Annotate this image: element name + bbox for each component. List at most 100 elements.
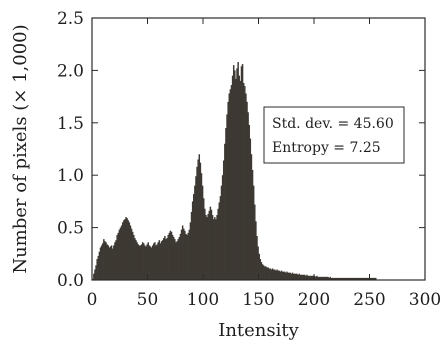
histogram-bar bbox=[127, 220, 129, 280]
histogram-bar bbox=[164, 235, 166, 280]
histogram-bar bbox=[168, 232, 171, 280]
histogram-bar bbox=[323, 276, 326, 280]
histogram-bar bbox=[163, 238, 165, 280]
histogram-bar bbox=[357, 277, 359, 280]
histogram-bar bbox=[121, 222, 124, 280]
y-tick-label: 1.0 bbox=[57, 166, 84, 186]
histogram-bar bbox=[176, 241, 178, 280]
histogram-bar bbox=[351, 277, 354, 280]
histogram-bar bbox=[248, 124, 250, 281]
histogram-bar bbox=[94, 269, 96, 280]
histogram-bar bbox=[134, 238, 136, 280]
histogram-bar bbox=[239, 80, 242, 280]
histogram-bar bbox=[230, 85, 233, 280]
histogram-bar bbox=[369, 277, 371, 280]
histogram-bar bbox=[110, 245, 113, 280]
histogram-bar bbox=[338, 277, 340, 280]
histogram-bar bbox=[154, 242, 156, 280]
histogram-bar bbox=[139, 245, 142, 280]
histogram-bar bbox=[264, 266, 266, 280]
histogram-bar bbox=[328, 277, 330, 280]
histogram-bar bbox=[297, 274, 299, 280]
histogram-bar bbox=[222, 160, 225, 280]
histogram-bar bbox=[372, 277, 375, 280]
entropy-annotation: Entropy = 7.25 bbox=[272, 140, 381, 156]
histogram-bar bbox=[304, 274, 306, 280]
histogram-bar bbox=[274, 269, 276, 280]
histogram-bar bbox=[240, 66, 243, 281]
x-tick-label: 0 bbox=[87, 290, 98, 310]
histogram-bar bbox=[167, 234, 169, 280]
histogram-bar bbox=[339, 277, 341, 280]
histogram-bar bbox=[141, 242, 144, 280]
histogram-bar bbox=[143, 243, 145, 280]
histogram-bar bbox=[195, 176, 197, 280]
histogram-bar bbox=[129, 225, 132, 280]
histogram-bar bbox=[119, 227, 122, 280]
histogram-bar bbox=[321, 276, 324, 280]
histogram-bar bbox=[178, 237, 181, 280]
histogram-bar bbox=[123, 220, 125, 280]
histogram-bar bbox=[124, 219, 126, 280]
x-tick-label: 300 bbox=[409, 290, 441, 310]
histogram-bar bbox=[286, 271, 288, 280]
histogram-bar bbox=[307, 275, 309, 280]
histogram-bar bbox=[100, 245, 103, 280]
histogram-bar bbox=[95, 265, 97, 280]
histogram-bar bbox=[285, 272, 287, 280]
histogram-bar bbox=[333, 277, 336, 280]
histogram-bar bbox=[245, 93, 247, 281]
histogram-bar bbox=[137, 244, 139, 280]
histogram-bar bbox=[237, 62, 239, 280]
histogram-bar bbox=[105, 242, 107, 280]
histogram-bar bbox=[208, 210, 211, 280]
histogram-bar bbox=[290, 273, 293, 280]
histogram-bar bbox=[206, 217, 208, 280]
histogram-bar bbox=[115, 240, 117, 280]
histogram-bar bbox=[203, 198, 205, 280]
histogram-bar bbox=[161, 240, 164, 280]
histogram-bar bbox=[275, 270, 277, 280]
histogram-bar bbox=[341, 277, 344, 280]
y-axis-label: Number of pixels (× 1,000) bbox=[10, 24, 31, 273]
histogram-bar bbox=[207, 213, 209, 280]
histogram-bar bbox=[373, 277, 376, 280]
histogram-bar bbox=[345, 277, 347, 280]
histogram-bar bbox=[325, 276, 327, 280]
histogram-bar bbox=[309, 275, 312, 280]
histogram-bar bbox=[292, 273, 295, 280]
histogram-bar bbox=[296, 273, 298, 280]
histogram-bar bbox=[220, 185, 223, 280]
histogram-bar bbox=[236, 68, 238, 280]
histogram-bar bbox=[252, 185, 255, 280]
histogram-bar bbox=[256, 235, 258, 280]
histogram-bar bbox=[183, 228, 185, 280]
histogram-bar bbox=[356, 277, 358, 280]
histogram-bar bbox=[287, 272, 289, 280]
histogram-bar bbox=[352, 277, 355, 280]
histogram-bar bbox=[350, 277, 353, 280]
histogram-bar bbox=[216, 215, 218, 280]
histogram-bar bbox=[266, 267, 268, 280]
histogram-bar bbox=[265, 266, 267, 280]
histogram-bar bbox=[99, 247, 102, 280]
histogram-bar bbox=[322, 276, 325, 280]
histogram-bar bbox=[260, 262, 263, 280]
histogram-bar bbox=[135, 240, 137, 280]
x-tick-label: 50 bbox=[137, 290, 159, 310]
histogram-bar bbox=[241, 64, 244, 280]
histogram-bar bbox=[159, 243, 162, 280]
histogram-bar bbox=[150, 247, 153, 280]
x-tick-label: 200 bbox=[298, 290, 330, 310]
histogram-bar bbox=[226, 114, 228, 280]
histogram-bar bbox=[270, 269, 273, 280]
histogram-bar bbox=[366, 277, 368, 280]
histogram-bar bbox=[175, 242, 177, 280]
histogram-bar bbox=[258, 253, 260, 280]
histogram-bar bbox=[301, 274, 304, 280]
histogram-bar bbox=[221, 175, 224, 280]
histogram-bar bbox=[299, 274, 302, 280]
plot-frame bbox=[91, 17, 426, 281]
histogram-bar bbox=[181, 225, 184, 280]
